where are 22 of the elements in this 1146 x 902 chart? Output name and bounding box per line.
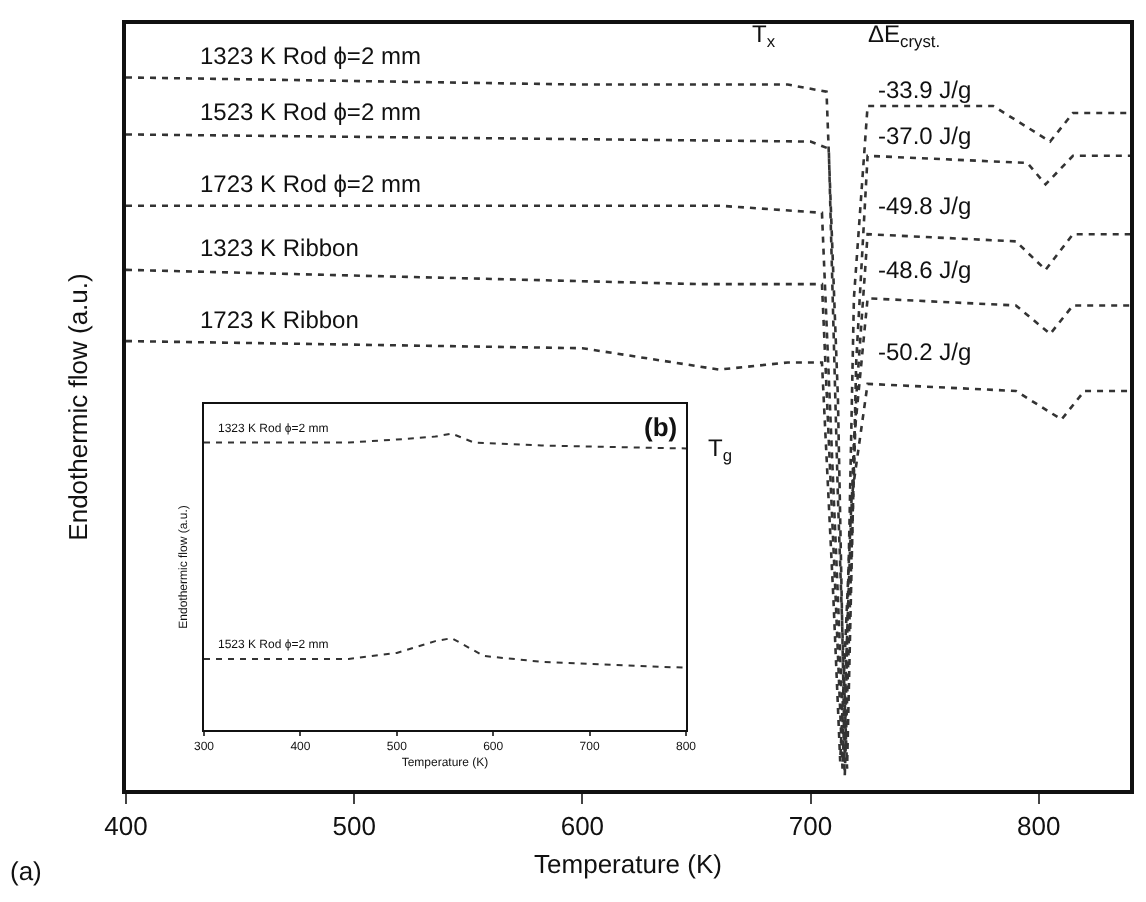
x-tick-label: 600 [560, 811, 605, 842]
annotation: -37.0 J/g [878, 122, 972, 150]
series-label: 1723 K Ribbon [200, 306, 359, 334]
x-tick-label: 800 [1017, 811, 1061, 842]
text: T$_{x}$ [752, 20, 777, 52]
annotation: T$_{g}$ [708, 434, 733, 466]
series-label: 1723 K Rod ϕ=2 mm [200, 170, 421, 198]
x-tick-label: 500 [332, 811, 376, 842]
x-tick-label: 700 [788, 811, 833, 842]
series-label: 1523 K Rod ϕ=2 mm [200, 98, 421, 126]
series-label: 1323 K Rod ϕ=2 mm [200, 42, 421, 70]
y-axis-title: Endothermic flow (a.u.) [62, 273, 93, 541]
text: ΔE$_{cryst.}$ [868, 20, 941, 52]
annotation: -49.8 J/g [878, 192, 972, 220]
x-tick-label: 400 [104, 811, 148, 842]
annotation: -48.6 J/g [878, 256, 972, 284]
annotation: -33.9 J/g [878, 76, 972, 104]
text: (a) [10, 856, 42, 886]
annotation: (b) [644, 412, 678, 442]
series-label: 1323 K Ribbon [200, 234, 359, 262]
annotation: -50.2 J/g [878, 338, 972, 366]
x-axis-title: Temperature (K) [534, 849, 722, 880]
